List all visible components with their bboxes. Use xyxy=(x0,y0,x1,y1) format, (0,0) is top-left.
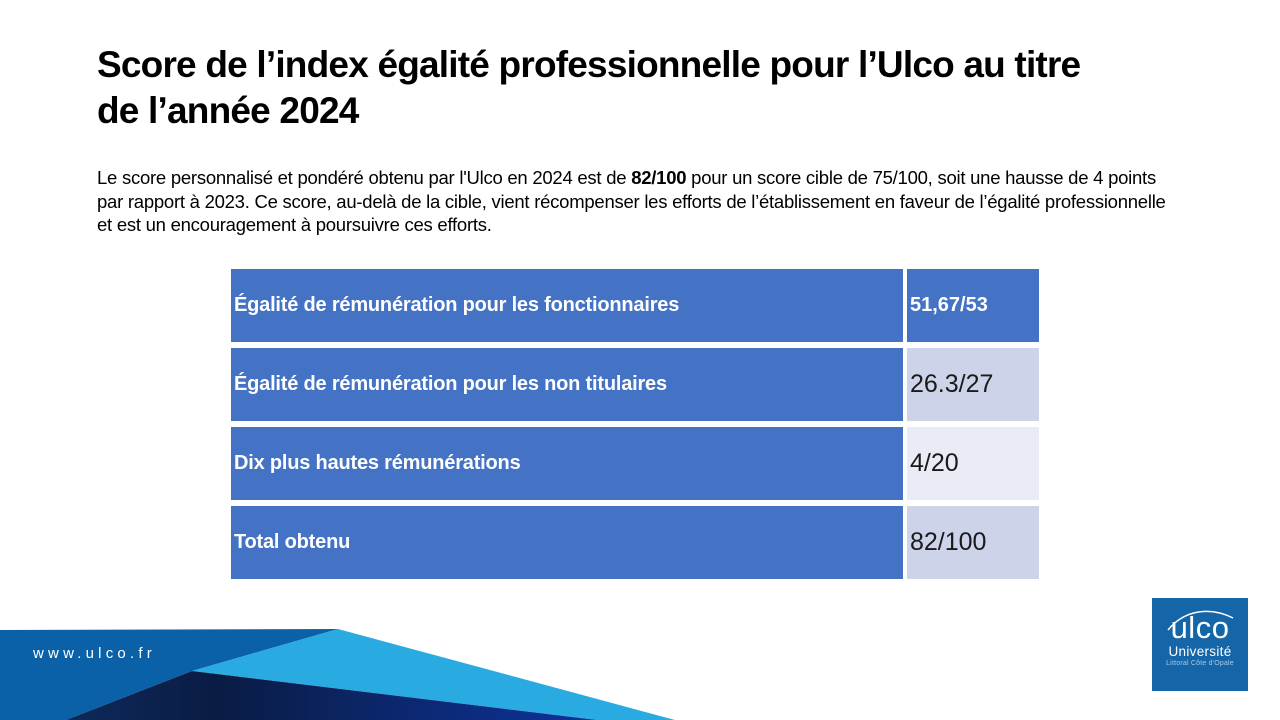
intro-line-2: par rapport à 2023. Ce score, au-delà de… xyxy=(97,190,1166,212)
logo-subtitle: Littoral Côte d'Opale xyxy=(1166,660,1234,667)
table-row: Dix plus hautes rémunérations 4/20 xyxy=(231,427,1039,500)
table-row-value: 82/100 xyxy=(907,506,1039,579)
table-row: Égalité de rémunération pour les non tit… xyxy=(231,348,1039,421)
footer-navy-triangle xyxy=(66,671,597,720)
table-row-label: Dix plus hautes rémunérations xyxy=(231,427,903,500)
intro-paragraph: Le score personnalisé et pondéré obtenu … xyxy=(97,166,1166,237)
intro-line-3: et est un encouragement à poursuivre ces… xyxy=(97,214,492,236)
table-row-label: Égalité de rémunération pour les non tit… xyxy=(231,348,903,421)
website-url: www.ulco.fr xyxy=(33,645,156,662)
footer-cyan-triangle xyxy=(192,629,675,720)
table-row: Total obtenu 82/100 xyxy=(231,506,1039,579)
table-row-value: 51,67/53 xyxy=(907,269,1039,342)
table-row-label: Total obtenu xyxy=(231,506,903,579)
results-table: Égalité de rémunération pour les fonctio… xyxy=(231,269,1039,585)
footer-band-shape xyxy=(0,629,338,720)
intro-line-1-post: pour un score cible de 75/100, soit une … xyxy=(686,167,1156,188)
logo-swoosh-icon xyxy=(1167,610,1234,631)
page-title-line-2: de l’année 2024 xyxy=(97,90,359,131)
table-row: Égalité de rémunération pour les fonctio… xyxy=(231,269,1039,342)
table-row-value: 4/20 xyxy=(907,427,1039,500)
logo-university-label: Université xyxy=(1168,644,1232,659)
ulco-logo: ulco Université Littoral Côte d'Opale xyxy=(1152,598,1248,691)
intro-line-1-pre: Le score personnalisé et pondéré obtenu … xyxy=(97,167,632,188)
table-row-value: 26.3/27 xyxy=(907,348,1039,421)
page-title-line-1: Score de l’index égalité professionnelle… xyxy=(97,44,1081,85)
intro-line-1: Le score personnalisé et pondéré obtenu … xyxy=(97,166,1166,190)
page-title: Score de l’index égalité professionnelle… xyxy=(97,42,1081,134)
logo-acronym-text: ulco xyxy=(1170,610,1230,645)
table-row-label: Égalité de rémunération pour les fonctio… xyxy=(231,269,903,342)
logo-acronym: ulco xyxy=(1152,610,1248,645)
score-value-bold: 82/100 xyxy=(631,167,687,188)
